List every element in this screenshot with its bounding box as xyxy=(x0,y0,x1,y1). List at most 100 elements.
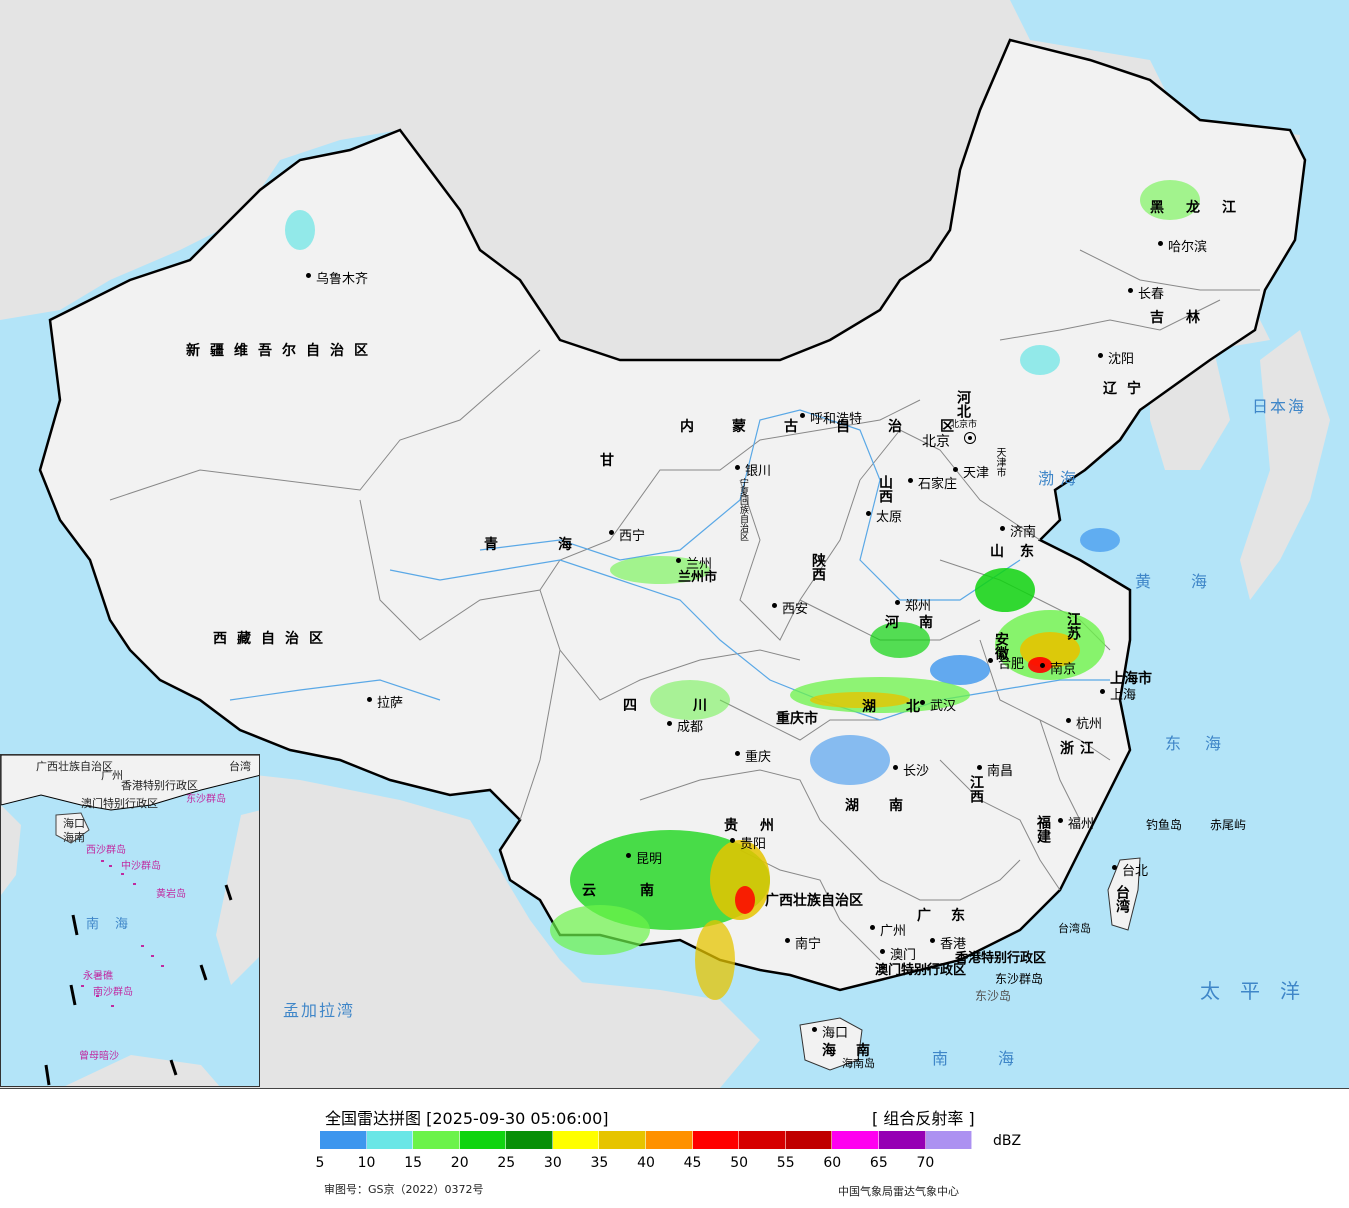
island-chiwei: 赤尾屿 xyxy=(1210,818,1247,832)
province-shandong: 山东 xyxy=(990,544,1050,560)
colorbar-swatch xyxy=(925,1131,973,1149)
province-xizang: 西藏自治区 xyxy=(213,631,333,647)
colorbar-tick-label: 40 xyxy=(637,1155,655,1171)
city-hefei: 合肥 xyxy=(988,653,1024,672)
island-taiwan: 台湾岛 xyxy=(1058,922,1091,935)
province-taiwan: 台湾 xyxy=(1114,885,1130,913)
capital-label: 北京 xyxy=(922,434,950,450)
colorbar-swatch xyxy=(413,1131,460,1149)
city-fuzhou: 福州 xyxy=(1058,813,1094,832)
province-hongkong-sar: 香港特别行政区 xyxy=(955,951,1047,966)
taiwan-land xyxy=(1107,857,1141,931)
legend-unit: dBZ xyxy=(993,1133,1022,1149)
colorbar-swatch xyxy=(459,1131,507,1149)
inset-label-zengmu: 曾母暗沙 xyxy=(79,1051,119,1062)
province-jiangxi: 江西 xyxy=(968,775,984,803)
inset-label-nanhai: 南海 xyxy=(86,917,145,932)
colorbar-tick-label: 25 xyxy=(497,1155,516,1171)
capital-star-icon xyxy=(964,432,976,444)
city-nanning: 南宁 xyxy=(785,933,821,952)
city-harbin: 哈尔滨 xyxy=(1158,236,1207,255)
inset-label-nansha: 南沙群岛 xyxy=(93,987,133,998)
colorbar xyxy=(320,1131,973,1149)
province-heilongjiang: 黑龙江 xyxy=(1150,200,1258,216)
colorbar-swatch xyxy=(646,1131,693,1149)
province-shanxi: 山西 xyxy=(877,475,893,503)
inset-label-hongkong: 香港特别行政区 xyxy=(121,779,198,792)
city-jinan: 济南 xyxy=(1000,521,1036,540)
city-xining: 西宁 xyxy=(609,525,645,544)
colorbar-tick-label: 15 xyxy=(404,1155,423,1171)
colorbar-swatch xyxy=(366,1131,414,1149)
colorbar-tick-label: 20 xyxy=(450,1155,469,1171)
colorbar-tick-label: 60 xyxy=(823,1155,842,1171)
island-dongsha: 东沙岛 xyxy=(975,989,1012,1003)
city-urumqi: 乌鲁木齐 xyxy=(306,268,368,287)
province-shaanxi: 陕西 xyxy=(810,553,826,581)
island-diaoyu: 钓鱼岛 xyxy=(1146,818,1183,832)
inset-map xyxy=(1,755,259,1086)
sea-japan: 日本海 xyxy=(1252,397,1307,416)
inset-label-guangxi: 广西壮族自治区 xyxy=(36,760,113,773)
inset-label-hainan: 海南 xyxy=(63,831,85,844)
colorbar-tick-label: 5 xyxy=(315,1155,325,1171)
province-hunan: 湖南 xyxy=(845,798,933,814)
colorbar-swatch xyxy=(320,1131,367,1149)
inset-label-guangzhou: 广州 xyxy=(101,769,123,782)
city-changsha: 长沙 xyxy=(893,760,929,779)
sea-donghai: 东海 xyxy=(1165,734,1246,753)
sea-bohai: 渤海 xyxy=(1038,469,1083,488)
colorbar-tick-label: 50 xyxy=(730,1155,749,1171)
city-guiyang: 贵阳 xyxy=(730,833,766,852)
island-dongsha-group: 东沙群岛 xyxy=(995,972,1044,986)
colorbar-swatch xyxy=(552,1131,600,1149)
province-ningxia: 宁夏回族自治区 xyxy=(738,478,748,541)
province-xinjiang: 新疆维吾尔自治区 xyxy=(186,343,378,359)
province-hainan: 海南 xyxy=(822,1043,890,1059)
city-haikou: 海口 xyxy=(812,1022,848,1041)
province-yunnan: 云南 xyxy=(582,883,698,899)
inset-label-haikou: 海口 xyxy=(63,817,85,830)
province-zhejiang: 浙江 xyxy=(1060,741,1100,757)
province-shanghai-municipality: 上海市 xyxy=(1110,671,1152,687)
inset-label-taiwan: 台湾 xyxy=(229,760,251,773)
inset-label-zhongsha: 中沙群岛 xyxy=(121,861,161,872)
province-sichuan: 四川 xyxy=(623,698,763,714)
legend-title: 全国雷达拼图 [2025-09-30 05:06:00] xyxy=(325,1109,609,1128)
city-nanchang: 南昌 xyxy=(977,760,1013,779)
city-guangzhou: 广州 xyxy=(870,920,906,939)
map-approval-number: 审图号：GS京（2022）0372号 xyxy=(324,1183,484,1196)
province-beijing-municipality: 北京市 xyxy=(950,420,978,430)
inset-label-dongsha: 东沙群岛 xyxy=(186,794,226,805)
province-guangxi: 广西壮族自治区 xyxy=(765,893,863,909)
map-panel[interactable]: 北京 乌鲁木齐 拉萨 西宁 兰州 银川 呼和浩特 西安 成都 重庆 昆明 贵阳 … xyxy=(0,0,1349,1089)
colorbar-tick-label: 35 xyxy=(590,1155,609,1171)
city-hohhot: 呼和浩特 xyxy=(800,408,862,427)
foreign-land-indochina xyxy=(540,980,760,1088)
province-henan: 河南 xyxy=(885,615,953,631)
city-changchun: 长春 xyxy=(1128,283,1164,302)
foreign-land-north xyxy=(0,0,1300,400)
city-kunming: 昆明 xyxy=(626,848,662,867)
city-lanzhou: 兰州 xyxy=(676,553,712,572)
colorbar-tick-label: 65 xyxy=(869,1155,888,1171)
colorbar-swatch xyxy=(506,1131,553,1149)
inset-label-xisha: 西沙群岛 xyxy=(86,845,126,856)
province-hubei: 湖北 xyxy=(862,699,950,715)
city-wuhan: 武汉 xyxy=(920,695,956,714)
province-jiangsu: 江苏 xyxy=(1065,612,1081,640)
province-guangdong: 广东 xyxy=(917,908,985,924)
city-zhengzhou: 郑州 xyxy=(895,595,931,614)
inset-label-yongshu: 永暑礁 xyxy=(83,971,113,982)
city-xian: 西安 xyxy=(772,598,808,617)
sea-bay-of-bengal: 孟加拉湾 xyxy=(283,1001,356,1020)
colorbar-swatch xyxy=(785,1131,833,1149)
province-lanzhou-area: 兰州市 xyxy=(678,570,718,585)
city-shanghai: 上海 xyxy=(1100,684,1136,703)
city-shenyang: 沈阳 xyxy=(1098,348,1134,367)
colorbar-tick-label: 55 xyxy=(776,1155,795,1171)
colorbar-swatch xyxy=(878,1131,926,1149)
province-anhui: 安徽 xyxy=(993,632,1009,660)
sea-pacific: 太平洋 xyxy=(1200,979,1320,1003)
